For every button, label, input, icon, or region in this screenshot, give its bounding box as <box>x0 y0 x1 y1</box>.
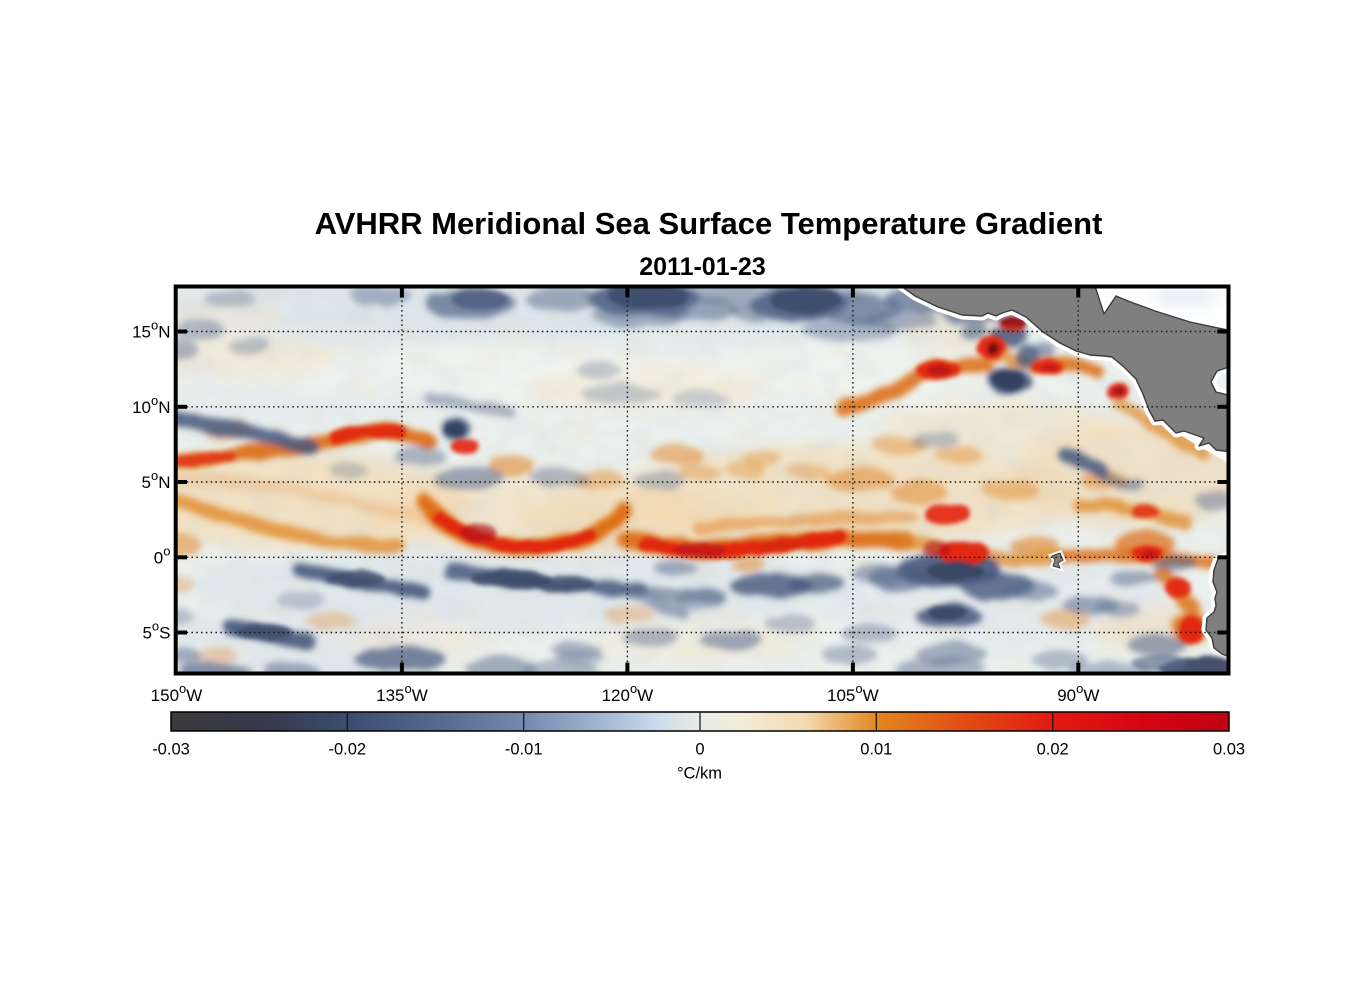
svg-text:-0.01: -0.01 <box>505 741 543 759</box>
svg-text:2011-01-23: 2011-01-23 <box>639 253 766 281</box>
svg-text:0.01: 0.01 <box>860 741 892 759</box>
svg-text:135oW: 135oW <box>376 681 428 705</box>
svg-text:°C/km: °C/km <box>677 765 722 783</box>
svg-text:-0.02: -0.02 <box>328 741 366 759</box>
svg-text:AVHRR Meridional Sea Surface T: AVHRR Meridional Sea Surface Temperature… <box>315 206 1103 241</box>
svg-text:-0.03: -0.03 <box>152 741 190 759</box>
svg-text:0.02: 0.02 <box>1037 741 1069 759</box>
svg-text:0.03: 0.03 <box>1213 741 1245 759</box>
svg-text:0: 0 <box>695 741 704 759</box>
